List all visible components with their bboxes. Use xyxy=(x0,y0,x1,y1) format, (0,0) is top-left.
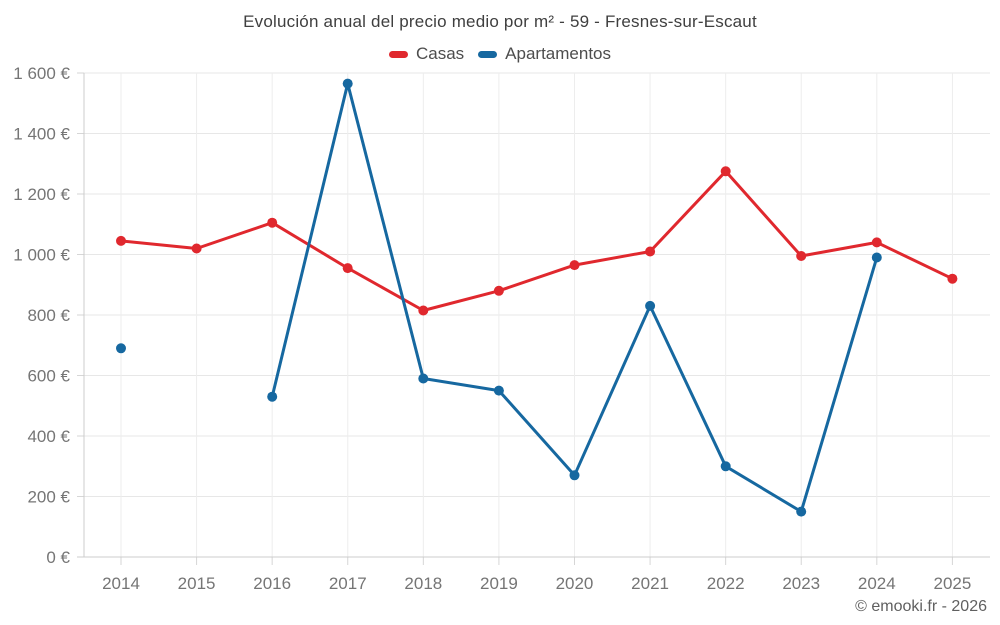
x-tick-label: 2025 xyxy=(933,574,971,593)
legend-item-casas[interactable]: Casas xyxy=(388,44,465,64)
legend-label-casas: Casas xyxy=(415,44,465,63)
chart-title: Evolución anual del precio medio por m² … xyxy=(243,12,757,31)
y-tick-label: 600 € xyxy=(27,367,70,386)
point-apartamentos-2016[interactable] xyxy=(267,391,278,402)
x-tick-label: 2016 xyxy=(253,574,291,593)
point-apartamentos-2021[interactable] xyxy=(645,300,656,311)
point-apartamentos-2023[interactable] xyxy=(796,506,807,517)
y-tick-label: 400 € xyxy=(27,427,70,446)
x-tick-label: 2015 xyxy=(178,574,216,593)
y-tick-label: 800 € xyxy=(27,306,70,325)
x-tick-label: 2021 xyxy=(631,574,669,593)
x-tick-label: 2017 xyxy=(329,574,367,593)
x-tick-label: 2020 xyxy=(556,574,594,593)
point-casas-2014[interactable] xyxy=(116,235,126,246)
point-apartamentos-2014[interactable] xyxy=(116,343,126,354)
point-apartamentos-2024[interactable] xyxy=(871,252,882,263)
legend-item-apartamentos[interactable]: Apartamentos xyxy=(478,44,611,64)
legend: Casas Apartamentos xyxy=(0,44,1000,64)
point-apartamentos-2017[interactable] xyxy=(342,78,353,89)
point-casas-2021[interactable] xyxy=(645,246,656,257)
point-casas-2023[interactable] xyxy=(796,251,807,261)
point-apartamentos-2022[interactable] xyxy=(720,461,731,472)
point-casas-2016[interactable] xyxy=(267,217,278,228)
legend-label-apartamentos: Apartamentos xyxy=(505,44,612,63)
y-tick-label: 1 200 € xyxy=(13,185,70,204)
y-tick-label: 1 000 € xyxy=(13,246,70,265)
point-casas-2022[interactable] xyxy=(720,166,731,177)
point-casas-2019[interactable] xyxy=(493,285,504,296)
y-tick-label: 200 € xyxy=(27,488,70,507)
point-casas-2020[interactable] xyxy=(569,260,580,271)
point-casas-2025[interactable] xyxy=(947,273,958,284)
x-tick-label: 2018 xyxy=(404,574,442,593)
point-casas-2015[interactable] xyxy=(191,243,202,254)
y-tick-label: 1 600 € xyxy=(13,64,70,83)
point-apartamentos-2019[interactable] xyxy=(493,385,504,396)
point-casas-2018[interactable] xyxy=(418,305,429,316)
point-casas-2017[interactable] xyxy=(342,263,353,274)
x-tick-label: 2023 xyxy=(782,574,820,593)
x-tick-label: 2022 xyxy=(707,574,745,593)
legend-swatch-apartamentos-icon xyxy=(478,50,498,58)
legend-swatch-casas-icon xyxy=(388,50,408,58)
x-tick-label: 2014 xyxy=(102,574,140,593)
x-tick-label: 2024 xyxy=(858,574,896,593)
copyright-note: © emooki.fr - 2026 xyxy=(855,598,987,615)
point-apartamentos-2018[interactable] xyxy=(418,373,429,384)
point-apartamentos-2020[interactable] xyxy=(569,470,580,481)
x-tick-label: 2019 xyxy=(480,574,518,593)
series-line-casas xyxy=(119,169,954,312)
y-tick-label: 1 400 € xyxy=(13,125,70,144)
point-casas-2024[interactable] xyxy=(871,237,882,248)
y-tick-label: 0 € xyxy=(46,548,70,567)
